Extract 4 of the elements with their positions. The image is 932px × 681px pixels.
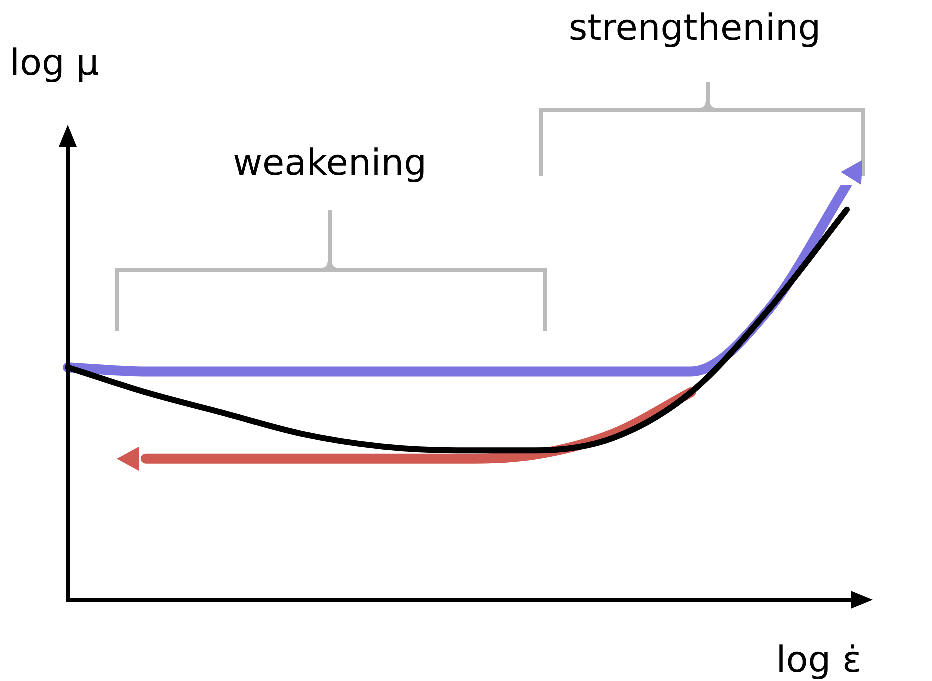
x-axis-title: log ε̇ [776, 640, 862, 681]
text: weakening [233, 143, 427, 184]
y-axis-title: log μ [10, 43, 100, 84]
text: strengthening [568, 8, 822, 49]
